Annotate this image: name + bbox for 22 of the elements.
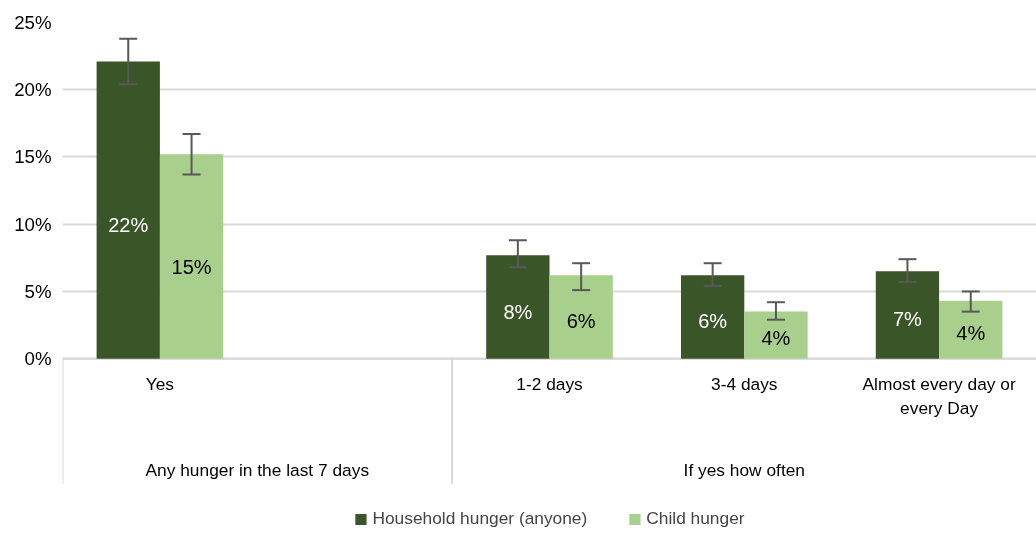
text: If yes how often [683, 459, 805, 480]
legend-label: Child hunger [646, 508, 745, 529]
x-tick-label: Almost every day or every Day [862, 373, 1016, 418]
data-label: 4% [761, 326, 791, 349]
text: Any hunger in the last 7 days [145, 459, 370, 480]
y-tick-label: 0% [24, 348, 52, 370]
y-tick-label: 5% [24, 280, 52, 302]
data-label: 15% [171, 255, 212, 278]
data-label: 8% [503, 301, 533, 324]
data-label: 6% [566, 310, 596, 333]
data-label: 7% [892, 308, 923, 331]
data-label: 22% [108, 213, 149, 236]
x-tick-label: Yes [145, 373, 175, 394]
y-tick-label: 15% [14, 146, 52, 168]
data-label: 6% [698, 310, 728, 333]
y-tick-label: 20% [14, 79, 52, 101]
x-tick-label: 1-2 days [516, 373, 584, 394]
data-label: 4% [956, 321, 986, 344]
x-tick-label: 3-4 days [711, 373, 778, 394]
legend-label: Household hunger (anyone) [372, 508, 588, 529]
y-tick-label: 25% [14, 12, 52, 33]
y-tick-label: 10% [14, 213, 52, 235]
